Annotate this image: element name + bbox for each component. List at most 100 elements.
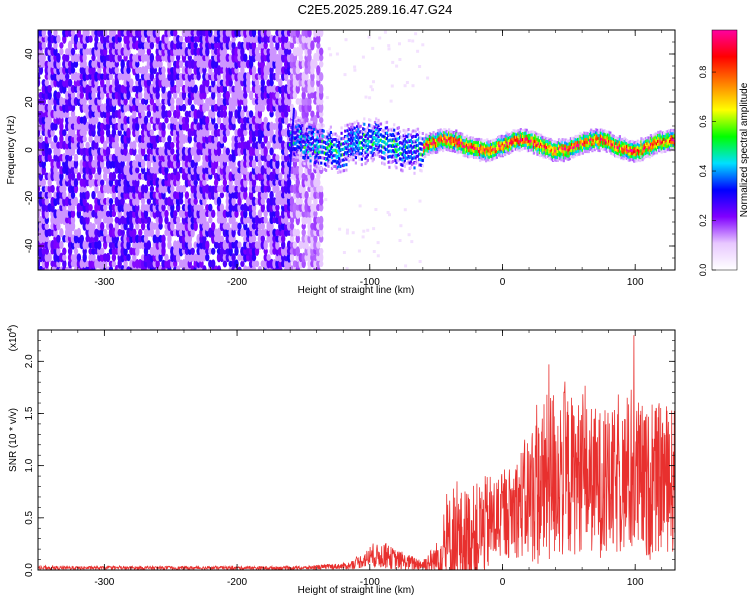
spectrogram-cell — [114, 60, 120, 68]
spectrogram-cell — [316, 146, 319, 150]
spectrogram-cell — [406, 156, 409, 160]
spectrogram-cell — [356, 141, 359, 145]
spectrogram-cell — [202, 197, 207, 206]
spectrogram-cell — [462, 150, 465, 154]
spectrogram-cell — [178, 198, 184, 205]
spectrogram-cell — [621, 146, 624, 150]
spectrogram-cell — [108, 115, 114, 126]
spectrogram-cell — [545, 152, 549, 155]
spectrogram-cell — [569, 146, 572, 150]
spectrogram-cell — [326, 135, 329, 139]
spectrogram-cell — [301, 134, 304, 138]
spectrogram-cell — [308, 152, 311, 156]
spectrogram-cell — [59, 172, 64, 181]
spectrogram-cell — [557, 150, 561, 154]
spectrogram-cell — [108, 216, 114, 224]
spectrogram-cell — [41, 53, 46, 62]
spectrogram-cell — [512, 138, 515, 142]
spectrogram-cell — [452, 134, 455, 137]
spectrogram-cell — [426, 134, 429, 138]
spectrogram-cell — [592, 135, 595, 139]
spectrogram-cell — [415, 149, 418, 153]
spectrogram-cell — [493, 151, 496, 155]
spectrogram-cell — [316, 266, 321, 270]
spectrogram-cell — [621, 140, 624, 144]
spectrogram-cell — [367, 35, 371, 39]
spectrogram-cell — [211, 259, 216, 269]
spectrogram-cell — [138, 85, 143, 93]
spectrogram-cell — [260, 197, 265, 206]
spectrogram-cell — [492, 138, 495, 142]
spectrogram-cell — [444, 128, 447, 132]
spectrogram-cell — [581, 142, 584, 146]
spectrogram-cell — [140, 222, 146, 231]
spectrogram-cell — [67, 259, 73, 269]
spectrogram-cell — [440, 147, 443, 151]
spectrogram-cell — [111, 253, 117, 262]
spectrogram-cell — [340, 153, 343, 157]
spectrogram-cell — [451, 131, 454, 135]
spectrogram-cell — [319, 30, 324, 38]
spectrogram-cell — [571, 148, 574, 152]
spectrogram-cell — [428, 144, 432, 147]
spectrogram-cell — [439, 131, 442, 135]
spectrogram-cell — [213, 60, 219, 69]
spectrogram-cell — [56, 103, 61, 113]
spectrogram-cell — [53, 41, 58, 50]
spectrogram-cell — [303, 162, 306, 166]
spectrogram-cell — [272, 85, 277, 93]
spectrogram-cell — [216, 96, 222, 107]
spectrogram-cell — [528, 136, 531, 140]
spectrogram-cell — [474, 138, 477, 142]
spectrogram-cell — [211, 233, 216, 244]
spectrogram-cell — [504, 138, 507, 142]
spectrogram-cell — [358, 141, 361, 145]
spectrogram-cell — [329, 53, 333, 57]
spectrogram-cell — [319, 252, 324, 263]
spectrogram-cell — [455, 141, 458, 145]
spectrogram-cell — [38, 65, 44, 75]
spectrogram-cell — [536, 137, 539, 141]
spectrogram-cell — [426, 137, 429, 141]
spectrogram-cell — [425, 139, 428, 143]
spectrogram-cell — [317, 134, 320, 138]
spectrogram-cell — [70, 127, 76, 138]
spectrogram-cell — [534, 131, 537, 135]
spectrogram-cell — [376, 131, 379, 135]
spectrogram-cell — [396, 132, 399, 136]
spectrogram-cell — [170, 103, 175, 112]
spectrogram-cell — [140, 48, 146, 55]
spectrogram-cell — [284, 58, 289, 70]
spectrogram-cell — [578, 152, 581, 156]
spectrogram-cell — [567, 140, 570, 143]
spectrogram-cell — [550, 145, 553, 149]
spectrogram-cell — [403, 148, 406, 152]
spectrogram-cell — [475, 146, 478, 150]
spectrogram-cell — [381, 145, 384, 149]
spectrogram-cell — [123, 222, 128, 231]
spectrogram-cell — [370, 140, 373, 144]
spectrogram-cell — [132, 140, 137, 150]
spectrogram-cell — [440, 132, 443, 136]
spectrogram-cell — [175, 171, 181, 182]
spectrogram-cell — [477, 155, 481, 159]
spectrogram-cell — [325, 141, 328, 145]
spectrogram-cell — [513, 132, 516, 136]
spectrogram-cell — [38, 185, 41, 193]
spectrogram-cell — [489, 145, 492, 149]
spectrogram-cell — [205, 221, 210, 232]
spectrogram-cell — [248, 153, 254, 162]
spectrogram-cell — [193, 84, 198, 94]
spectrogram-cell — [450, 141, 453, 145]
spectrogram-cell — [320, 156, 323, 160]
spectrogram-cell — [205, 184, 210, 194]
spectrogram-cell — [522, 141, 525, 144]
spectrogram-cell — [388, 144, 391, 148]
spectrogram-cell — [281, 196, 286, 207]
spectrogram-cell — [489, 151, 492, 155]
spectrogram-cell — [360, 163, 363, 167]
spectrogram-cell — [350, 142, 353, 145]
spectrogram-cell — [610, 148, 613, 152]
spectrogram-cell — [420, 142, 423, 146]
spectrogram-cell — [313, 221, 318, 231]
